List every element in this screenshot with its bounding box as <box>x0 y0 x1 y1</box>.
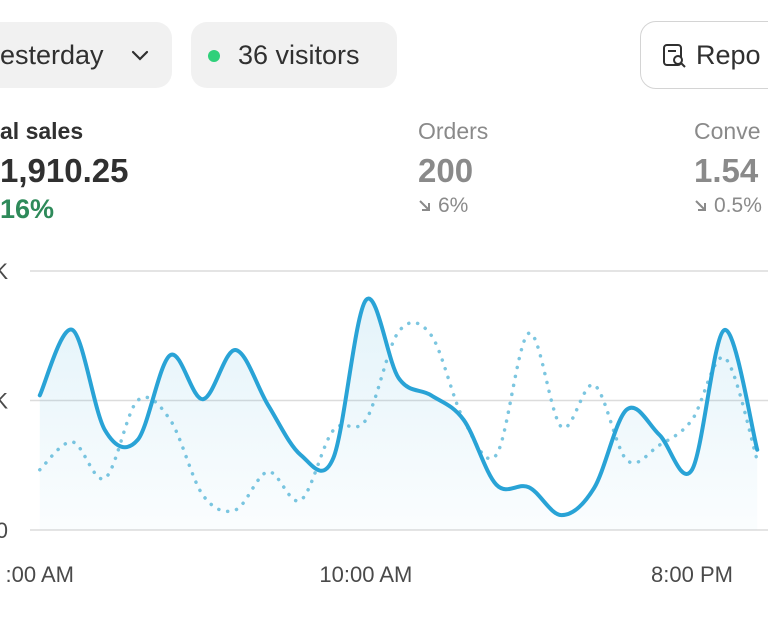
metric-value: 1,910.25 <box>0 152 129 189</box>
down-arrow-icon <box>695 200 706 211</box>
metric-value: 200 <box>418 152 474 189</box>
y-tick-label: 0 <box>0 518 8 543</box>
metric-change: 16% <box>0 194 55 224</box>
x-tick-label: 10:00 AM <box>319 562 412 587</box>
y-tick-label: K <box>0 259 8 284</box>
visitors-pill[interactable] <box>191 22 397 88</box>
visitors-label[interactable]: 36 visitors <box>238 40 360 70</box>
metric-change: 6% <box>438 194 469 217</box>
x-tick-label: 8:00 PM <box>651 562 733 587</box>
metric-label: Orders <box>418 118 489 144</box>
down-arrow-icon <box>419 200 430 211</box>
report-icon <box>663 44 686 68</box>
metric-change: 0.5% <box>714 194 762 217</box>
live-dot <box>208 50 220 62</box>
reports-label[interactable]: Repo <box>696 40 761 70</box>
line <box>37 296 760 518</box>
reports-button[interactable] <box>640 21 768 89</box>
metric-value: 1.54 <box>694 152 759 189</box>
date-filter-label[interactable]: esterday <box>0 40 104 70</box>
chevron-icon <box>131 50 149 61</box>
y-tick-label: K <box>0 389 8 414</box>
area <box>39 298 758 530</box>
x-tick-label: :00 AM <box>6 562 74 587</box>
metric-label: al sales <box>0 118 84 144</box>
metric-label: Conve <box>694 118 761 144</box>
